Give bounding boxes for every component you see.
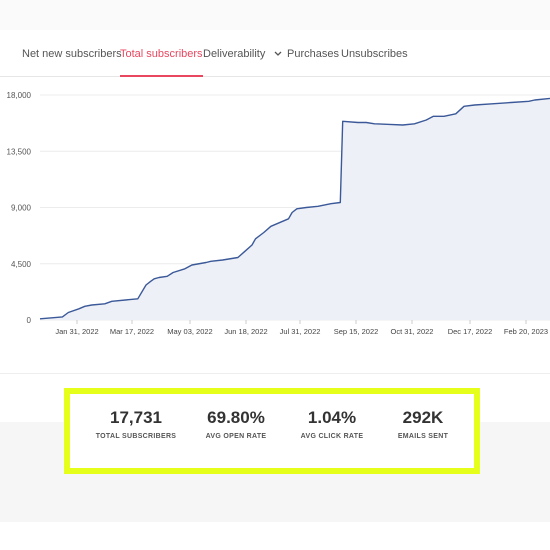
y-tick-label: 0 xyxy=(27,316,32,325)
x-tick-label: Mar 17, 2022 xyxy=(110,327,154,336)
stat-total-subscribers: 17,731 TOTAL SUBSCRIBERS xyxy=(86,408,186,440)
tab-unsubscribes[interactable]: Unsubscribes xyxy=(341,48,408,60)
stats-summary: 17,731 TOTAL SUBSCRIBERS 69.80% AVG OPEN… xyxy=(64,388,480,474)
x-tick-label: Jul 31, 2022 xyxy=(280,327,321,336)
top-band xyxy=(0,0,550,30)
tab-deliverability[interactable]: Deliverability xyxy=(203,48,282,60)
tab-purchases[interactable]: Purchases xyxy=(287,48,339,60)
stat-avg-click-rate: 1.04% AVG CLICK RATE xyxy=(282,408,382,440)
x-tick-label: Dec 17, 2022 xyxy=(448,327,493,336)
tab-total-subscribers[interactable]: Total subscribers xyxy=(120,48,203,77)
chart-svg: 18,000 13,500 9,000 4,500 0 Jan 31, 2022 Mar 1… xyxy=(7,91,550,336)
x-tick-label: Sep 15, 2022 xyxy=(334,327,379,336)
stat-avg-open-rate: 69.80% AVG OPEN RATE xyxy=(186,408,286,440)
active-tab-underline xyxy=(120,75,203,77)
stat-label: TOTAL SUBSCRIBERS xyxy=(95,433,177,440)
y-tick-label: 9,000 xyxy=(11,204,32,213)
tab-deliverability-label: Deliverability xyxy=(203,48,266,60)
stat-value: 1.04% xyxy=(307,408,357,427)
x-tick-label: Feb 20, 2023 xyxy=(504,327,548,336)
tab-net-new-subscribers[interactable]: Net new subscribers xyxy=(22,48,122,60)
x-tick-label: Oct 31, 2022 xyxy=(391,327,434,336)
series-line xyxy=(39,97,550,320)
y-tick-label: 18,000 xyxy=(7,91,32,100)
x-tick-label: Jun 18, 2022 xyxy=(224,327,267,336)
area-fill xyxy=(40,98,550,321)
stat-value: 69.80% xyxy=(207,408,265,427)
tab-total-subscribers-label: Total subscribers xyxy=(120,48,203,60)
x-tick-label: May 03, 2022 xyxy=(167,327,212,336)
report-tabs: Net new subscribers Total subscribers De… xyxy=(0,30,550,77)
chevron-down-icon xyxy=(274,48,282,60)
stat-value: 17,731 xyxy=(110,408,162,427)
stat-value: 292K xyxy=(402,408,444,427)
stat-label: AVG OPEN RATE xyxy=(205,433,267,440)
x-tick-label: Jan 31, 2022 xyxy=(55,327,98,336)
section-divider xyxy=(0,373,550,374)
total-subscribers-chart: 18,000 13,500 9,000 4,500 0 Jan 31, 2022 Mar 1… xyxy=(0,78,550,348)
y-tick-label: 4,500 xyxy=(11,260,32,269)
y-tick-label: 13,500 xyxy=(7,147,32,156)
stat-label: AVG CLICK RATE xyxy=(300,433,364,440)
stat-label: EMAILS SENT xyxy=(397,433,449,440)
stat-emails-sent: 292K EMAILS SENT xyxy=(373,408,473,440)
